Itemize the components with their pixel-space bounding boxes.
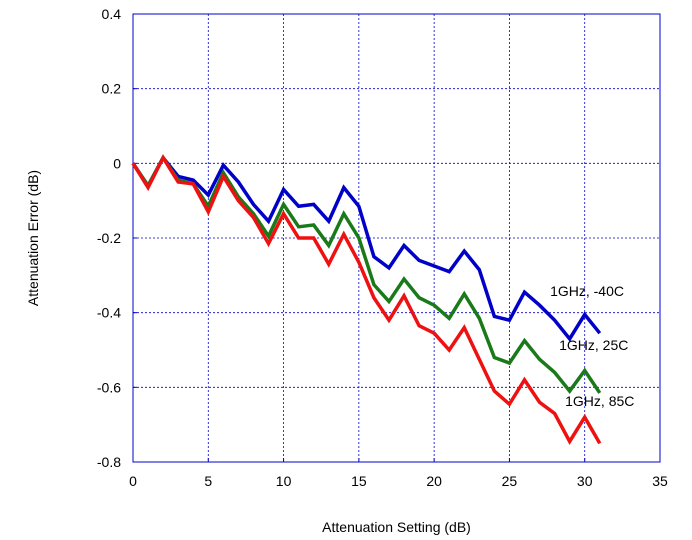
y-tick-label: 0.2: [102, 81, 122, 97]
x-tick-label: 5: [204, 473, 212, 489]
series-annotation-2: 1GHz, 25C: [559, 337, 628, 353]
x-tick-label: 20: [426, 473, 442, 489]
axis-ticks: 0 5 10 15 20 25 30 35 -0.8 -0.6 -0.4 -0.2 0 0.2 0.4: [97, 6, 668, 489]
x-tick-label: 35: [652, 473, 668, 489]
y-tick-label: 0: [113, 155, 121, 171]
series-line-1: [131, 154, 602, 342]
series-line-3: [131, 154, 602, 445]
x-tick-label: 0: [129, 473, 137, 489]
x-tick-label: 30: [577, 473, 593, 489]
y-tick-label: 0.4: [102, 6, 122, 22]
y-tick-label: -0.6: [97, 379, 121, 395]
series-line-2: [131, 154, 602, 394]
y-axis-title: Attenuation Error (dB): [25, 170, 41, 306]
series-annotation-3: 1GHz, 85C: [565, 393, 634, 409]
y-tick-label: -0.8: [97, 454, 121, 470]
x-tick-label: 25: [502, 473, 518, 489]
x-axis-title: Attenuation Setting (dB): [322, 519, 471, 535]
y-tick-label: -0.2: [97, 230, 121, 246]
annotations-group: 1GHz, -40C 1GHz, 25C 1GHz, 85C: [550, 283, 634, 409]
y-tick-label: -0.4: [97, 305, 121, 321]
x-tick-label: 10: [276, 473, 292, 489]
series-group: [131, 154, 602, 445]
series-annotation-1: 1GHz, -40C: [550, 283, 624, 299]
x-tick-label: 15: [351, 473, 367, 489]
